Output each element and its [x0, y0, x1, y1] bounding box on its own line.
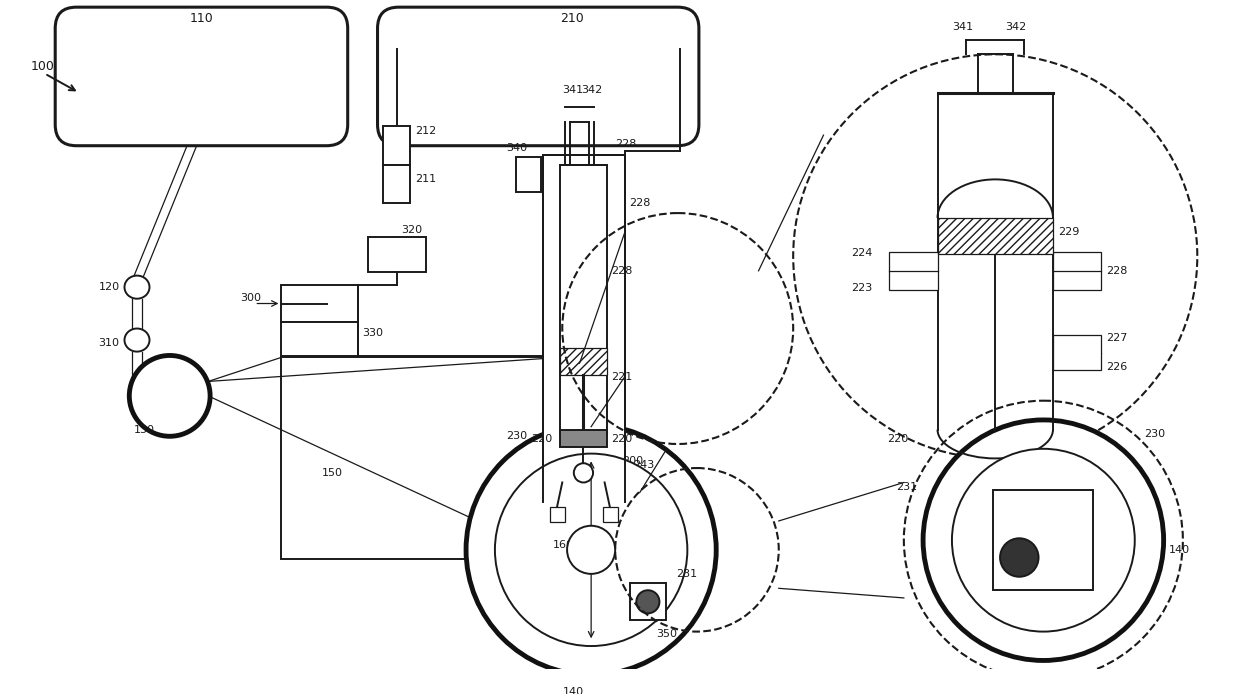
Text: 229: 229 — [1058, 228, 1079, 237]
Text: 226: 226 — [1106, 362, 1127, 372]
Bar — [560, 430, 606, 447]
Text: 330: 330 — [362, 328, 383, 339]
Circle shape — [495, 454, 687, 646]
Circle shape — [574, 463, 593, 482]
Circle shape — [567, 526, 615, 574]
Text: 342: 342 — [1004, 22, 1027, 33]
Text: 212: 212 — [415, 126, 436, 136]
Text: 231: 231 — [676, 569, 697, 579]
Text: 230: 230 — [506, 431, 527, 441]
Ellipse shape — [124, 276, 150, 298]
Bar — [383, 126, 410, 165]
Circle shape — [952, 449, 1135, 632]
Text: 240: 240 — [544, 524, 567, 534]
Circle shape — [923, 420, 1163, 661]
Bar — [603, 507, 618, 522]
Bar — [630, 584, 666, 620]
Text: 310: 310 — [98, 338, 119, 348]
FancyBboxPatch shape — [56, 7, 347, 146]
Text: 211: 211 — [415, 174, 436, 185]
Bar — [549, 507, 565, 522]
Text: 220: 220 — [532, 434, 553, 444]
Bar — [1053, 251, 1101, 290]
Bar — [560, 165, 606, 434]
Text: 228: 228 — [630, 198, 651, 208]
Bar — [543, 155, 625, 502]
Circle shape — [636, 590, 660, 613]
Text: 140: 140 — [563, 687, 584, 694]
Text: 350: 350 — [999, 600, 1021, 611]
Bar — [281, 357, 560, 559]
Text: 341: 341 — [952, 22, 973, 33]
Text: 228: 228 — [611, 266, 632, 276]
Text: 228: 228 — [1106, 266, 1127, 276]
Circle shape — [466, 425, 717, 675]
Text: L: L — [570, 302, 579, 316]
Text: 231: 231 — [897, 482, 918, 492]
Text: 130: 130 — [134, 425, 155, 434]
Text: 220: 220 — [611, 434, 632, 444]
Text: 120: 120 — [98, 282, 119, 292]
Text: 300: 300 — [241, 293, 260, 303]
Text: 230: 230 — [1145, 430, 1166, 439]
Bar — [281, 285, 358, 322]
Text: 320: 320 — [402, 226, 423, 235]
Text: 222: 222 — [539, 468, 560, 478]
Text: 210: 210 — [560, 12, 584, 25]
Bar — [560, 348, 606, 375]
Circle shape — [999, 539, 1039, 577]
Text: 340: 340 — [506, 143, 527, 153]
Bar — [937, 218, 1053, 255]
Ellipse shape — [124, 328, 150, 352]
Text: 160: 160 — [553, 540, 574, 550]
Text: 342: 342 — [582, 85, 603, 95]
Text: 200: 200 — [622, 456, 644, 466]
Bar — [993, 490, 1094, 590]
Text: 243: 243 — [634, 460, 655, 470]
Text: 232: 232 — [1017, 508, 1038, 518]
Text: 223: 223 — [851, 283, 872, 293]
Bar — [281, 322, 358, 357]
Text: 341: 341 — [562, 85, 583, 95]
Text: 220: 220 — [888, 434, 909, 444]
Bar — [516, 158, 541, 192]
FancyBboxPatch shape — [377, 7, 699, 146]
Text: D: D — [574, 552, 584, 566]
Circle shape — [129, 355, 210, 437]
Text: 228: 228 — [615, 139, 636, 149]
Bar — [368, 237, 425, 272]
Text: 227: 227 — [1106, 333, 1127, 343]
Text: 350: 350 — [656, 629, 677, 639]
Bar — [1053, 335, 1101, 370]
Text: 241: 241 — [526, 502, 547, 511]
Text: 221: 221 — [611, 371, 632, 382]
Text: 100: 100 — [31, 60, 55, 74]
Bar — [889, 251, 937, 290]
Text: 242: 242 — [620, 502, 641, 511]
Bar — [383, 165, 410, 203]
Text: 150: 150 — [321, 468, 342, 478]
Text: 140: 140 — [1168, 545, 1189, 555]
Text: 110: 110 — [190, 12, 213, 25]
Text: 224: 224 — [851, 248, 872, 258]
